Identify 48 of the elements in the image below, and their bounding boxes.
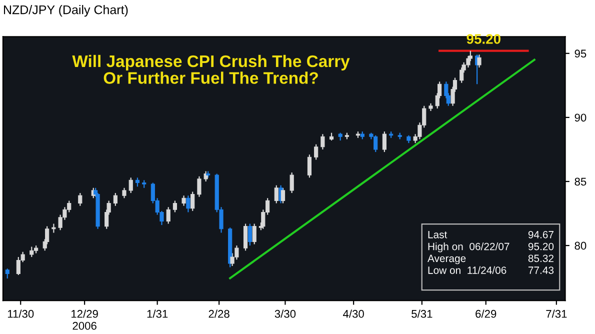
chart-title: NZD/JPY (Daily Chart) — [4, 5, 128, 17]
x-tick-label: 2/28 — [208, 310, 230, 318]
candlestick — [30, 246, 34, 258]
candlestick — [382, 130, 386, 153]
candlestick — [290, 172, 294, 194]
y-tick-label: 80 — [574, 242, 586, 250]
annotation: High on 06/22/07 — [428, 242, 510, 252]
annotation: Low on 11/24/06 — [428, 266, 506, 274]
candlestick — [274, 184, 278, 204]
x-tick-label: 7/31 — [546, 310, 567, 318]
candlestick — [172, 200, 178, 213]
annotation: Last — [428, 231, 448, 238]
candlestick — [320, 134, 325, 150]
candlestick — [182, 195, 186, 206]
candlestick — [307, 154, 312, 178]
candlestick — [243, 223, 248, 252]
y-tick-label: 95 — [574, 50, 586, 58]
candlestick — [477, 54, 482, 68]
annotation: Average — [428, 254, 466, 264]
candlestick — [280, 187, 286, 204]
candlestick — [460, 66, 464, 84]
x-tick-label: 6/29 — [476, 310, 496, 318]
candlestick — [128, 177, 133, 194]
annotation: 85.32 — [528, 254, 554, 262]
candlestick — [186, 195, 190, 213]
candlestick — [113, 192, 118, 206]
candlestick — [248, 223, 252, 246]
x-tick-label: 1/31 — [147, 310, 168, 318]
annotation: 95.20 — [528, 242, 554, 250]
candlestick — [314, 144, 318, 160]
candlestick — [197, 176, 202, 198]
annotation: 77.43 — [528, 266, 554, 274]
candlestick — [5, 268, 10, 279]
annotation: 94.67 — [528, 230, 554, 238]
x-tick-label: 12/29 2006 — [72, 310, 98, 330]
annotation: 95.20 — [466, 34, 500, 44]
candlestick — [78, 192, 82, 206]
candlestick — [190, 191, 195, 212]
candlestick — [122, 187, 126, 199]
x-tick-label: 5/31 — [412, 310, 432, 318]
candlestick — [252, 223, 256, 245]
x-tick-label: 11/30 — [8, 310, 34, 318]
text: Will Japanese CPI Crush The Carry Or Further Fuel The Trend? — [72, 54, 350, 84]
x-tick-label: 3/30 — [274, 310, 296, 318]
x-tick-label: 4/30 — [343, 310, 364, 318]
y-tick-label: 85 — [574, 178, 586, 186]
y-tick-label: 90 — [574, 114, 586, 122]
candlestick — [166, 206, 170, 224]
